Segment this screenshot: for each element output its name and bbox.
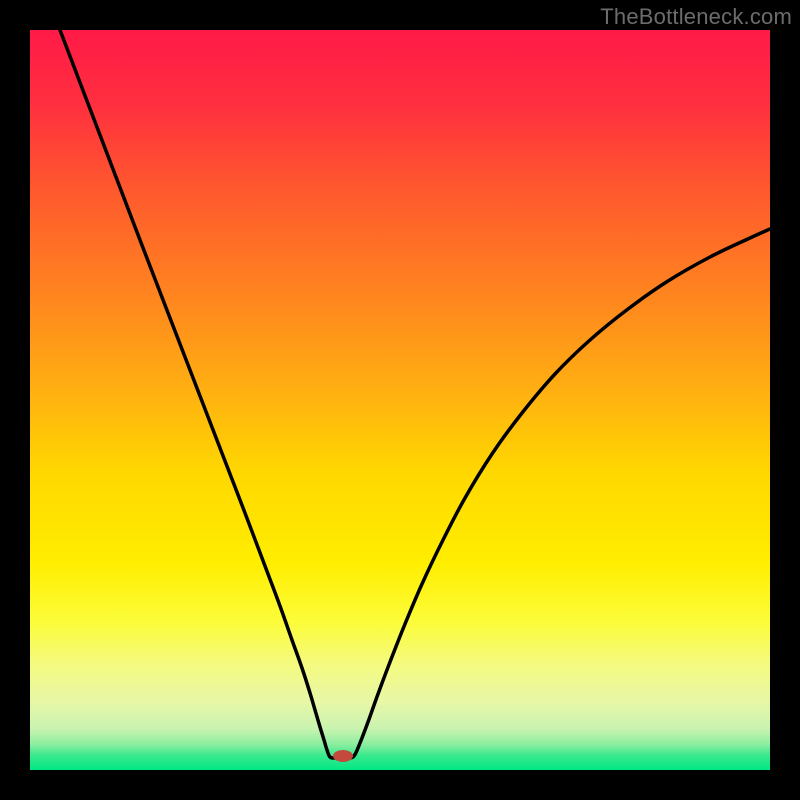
bottleneck-curve-chart (30, 30, 770, 770)
watermark-text: TheBottleneck.com (600, 4, 792, 30)
chart-frame: TheBottleneck.com (0, 0, 800, 800)
optimal-point-marker (333, 750, 353, 762)
plot-area (30, 30, 770, 770)
gradient-background (30, 30, 770, 770)
